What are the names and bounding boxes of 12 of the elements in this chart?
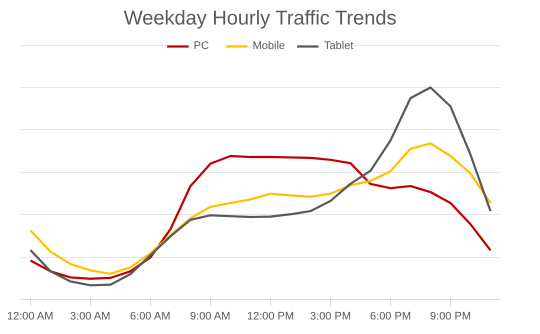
x-tick-label: 9:00 AM [190, 310, 230, 322]
x-tick-label: 12:00 PM [246, 310, 294, 322]
x-tick-label: 6:00 AM [130, 310, 170, 322]
chart-title: Weekday Hourly Traffic Trends [124, 8, 397, 30]
x-tick-label: 3:00 PM [310, 310, 351, 322]
legend-label: Tablet [324, 40, 354, 52]
x-tick-label: 9:00 PM [430, 310, 471, 322]
legend-label: PC [194, 40, 210, 52]
x-tick-label: 6:00 PM [370, 310, 411, 322]
legend-label: Mobile [252, 40, 286, 52]
x-tick-label: 12:00 AM [6, 310, 54, 322]
x-tick-label: 3:00 AM [70, 310, 110, 322]
